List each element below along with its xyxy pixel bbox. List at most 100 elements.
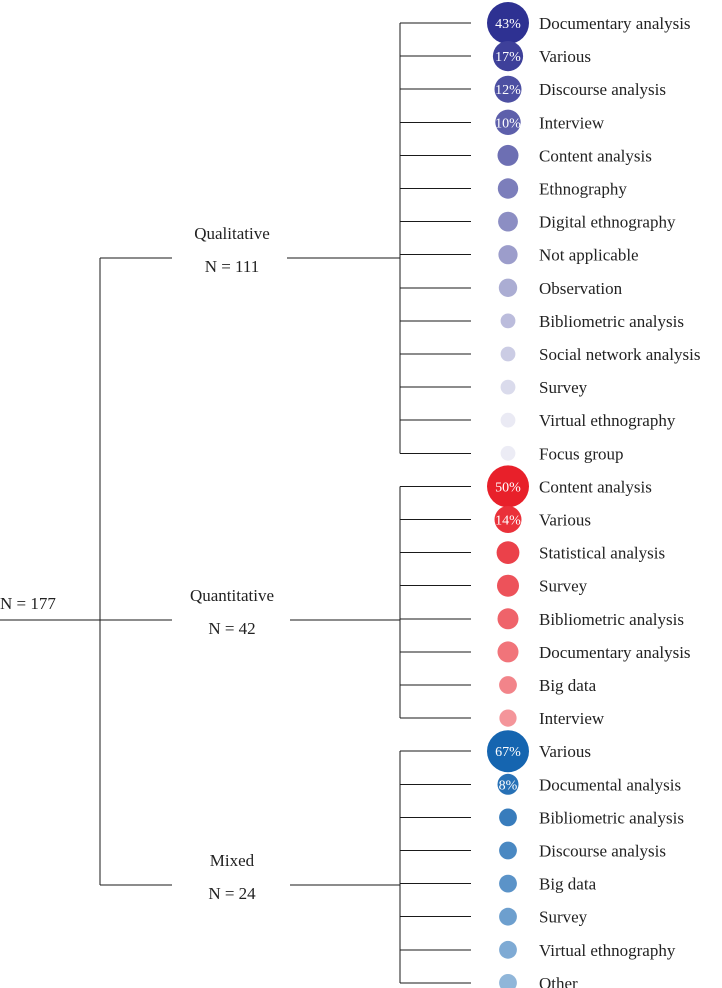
leaf-qualitative-focus-group: Focus group (400, 444, 624, 463)
share-percent-label: 14% (495, 514, 521, 529)
method-label: Survey (539, 908, 588, 927)
method-label: Big data (539, 676, 597, 695)
group-quantitative: Quantitative N = 42 (100, 486, 401, 719)
share-bubble (487, 465, 529, 508)
group-n-label: N = 111 (205, 257, 260, 276)
share-bubble (500, 412, 516, 428)
leaf-qualitative-documentary-analysis: 43% Documentary analysis (400, 2, 691, 44)
share-bubble (499, 974, 517, 988)
leaf-quantitative-bibliometric-analysis: Bibliometric analysis (400, 608, 684, 630)
leaf-qualitative-various: 17% Various (400, 41, 591, 72)
leaf-mixed-virtual-ethnography: Virtual ethnography (400, 941, 676, 960)
method-label: Content analysis (539, 146, 652, 165)
method-label: Various (539, 511, 591, 530)
leaf-qualitative-virtual-ethnography: Virtual ethnography (400, 411, 676, 430)
leaf-qualitative-observation: Observation (400, 278, 623, 298)
share-bubble (497, 178, 519, 199)
group-qualitative: Qualitative N = 111 (100, 23, 401, 454)
method-label: Virtual ethnography (539, 941, 676, 960)
method-label: Discourse analysis (539, 842, 666, 861)
method-label: Interview (539, 113, 605, 132)
share-bubble (499, 808, 517, 827)
method-label: Social network analysis (539, 345, 700, 364)
method-label: Other (539, 974, 578, 988)
leaf-mixed-survey: Survey (400, 908, 588, 927)
method-label: Statistical analysis (539, 544, 665, 563)
method-label: Discourse analysis (539, 80, 666, 99)
method-label: Documental analysis (539, 775, 681, 794)
leaf-mixed-various: 67% Various (400, 730, 591, 773)
share-bubble (497, 574, 519, 597)
share-percent-label: 12% (495, 83, 521, 98)
items-layer: 43% Documentary analysis 17% Various 12% Disc… (400, 2, 700, 988)
group-name-label: Mixed (210, 851, 255, 870)
leaf-mixed-other: Other (400, 974, 578, 988)
share-bubble (499, 841, 517, 860)
leaf-qualitative-content-analysis: Content analysis (400, 144, 652, 166)
groups-layer: Qualitative N = 111 Quantitative N = 42 Mixe… (100, 23, 401, 983)
method-label: Various (539, 47, 591, 66)
leaf-quantitative-various: 14% Various (400, 506, 591, 533)
method-label: Bibliometric analysis (539, 312, 684, 331)
share-percent-label: 43% (495, 17, 521, 32)
share-percent-label: 67% (495, 745, 521, 760)
leaf-quantitative-content-analysis: 50% Content analysis (400, 465, 652, 508)
share-bubble (494, 75, 522, 103)
share-bubble (500, 379, 516, 395)
method-label: Survey (539, 577, 588, 596)
leaf-qualitative-not-applicable: Not applicable (400, 245, 639, 265)
leaf-mixed-bibliometric-analysis: Bibliometric analysis (400, 808, 684, 827)
share-percent-label: 50% (495, 480, 521, 495)
group-mixed: Mixed N = 24 (100, 751, 401, 983)
share-percent-label: 10% (495, 116, 521, 131)
method-label: Bibliometric analysis (539, 808, 684, 827)
share-bubble (500, 313, 516, 329)
share-bubble (500, 445, 516, 461)
leaf-quantitative-documentary-analysis: Documentary analysis (400, 641, 691, 663)
method-label: Virtual ethnography (539, 411, 676, 430)
share-bubble (497, 608, 519, 630)
share-bubble (496, 541, 520, 564)
share-bubble (498, 245, 518, 265)
leaf-mixed-discourse-analysis: Discourse analysis (400, 842, 666, 861)
group-n-label: N = 42 (208, 619, 255, 638)
group-name-label: Quantitative (190, 586, 274, 605)
method-label: Interview (539, 709, 605, 728)
method-label: Various (539, 742, 591, 761)
share-bubble (487, 2, 529, 44)
leaf-quantitative-interview: Interview (400, 709, 605, 728)
share-bubble (499, 874, 517, 893)
method-label: Survey (539, 378, 588, 397)
share-bubble (492, 41, 524, 72)
leaf-qualitative-discourse-analysis: 12% Discourse analysis (400, 75, 666, 103)
method-label: Big data (539, 875, 597, 894)
share-bubble (487, 730, 529, 773)
leaf-qualitative-digital-ethnography: Digital ethnography (400, 211, 676, 232)
share-bubble (497, 773, 519, 795)
method-label: Digital ethnography (539, 213, 676, 232)
leaf-qualitative-ethnography: Ethnography (400, 178, 627, 199)
method-label: Documentary analysis (539, 14, 691, 33)
leaf-quantitative-big-data: Big data (400, 676, 597, 695)
method-label: Observation (539, 279, 623, 298)
leaf-qualitative-bibliometric-analysis: Bibliometric analysis (400, 312, 684, 331)
share-bubble (499, 940, 517, 959)
share-percent-label: 17% (495, 50, 521, 65)
share-bubble (499, 907, 517, 926)
method-label: Content analysis (539, 477, 652, 496)
leaf-quantitative-survey: Survey (400, 574, 588, 597)
leaf-qualitative-interview: 10% Interview (400, 109, 605, 135)
share-bubble (497, 144, 519, 166)
share-bubble (500, 346, 516, 362)
leaf-mixed-big-data: Big data (400, 875, 597, 894)
method-label: Not applicable (539, 246, 639, 265)
method-label: Ethnography (539, 180, 627, 199)
share-bubble (497, 641, 519, 663)
group-name-label: Qualitative (194, 224, 270, 243)
leaf-mixed-documental-analysis: 8% Documental analysis (400, 773, 681, 795)
root-total-label: N = 177 (0, 594, 56, 613)
share-percent-label: 8% (499, 778, 518, 793)
share-bubble (499, 676, 517, 694)
share-bubble (498, 278, 518, 297)
